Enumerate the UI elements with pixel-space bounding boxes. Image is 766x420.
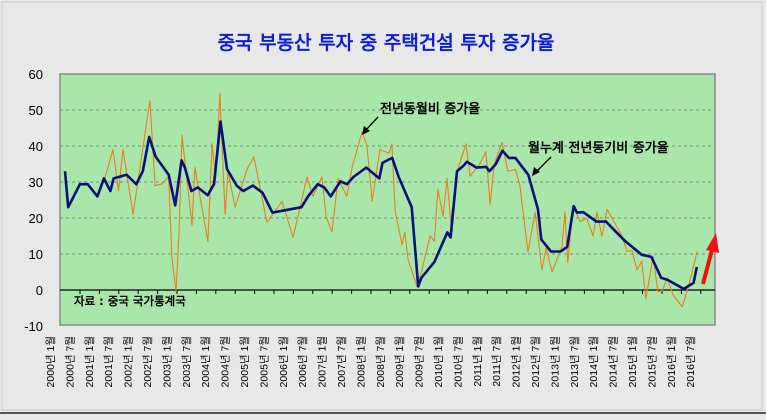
- x-tick-label: 2009년 1월: [394, 336, 406, 387]
- y-tick-label: 30: [29, 175, 43, 190]
- trend-arrow-shaft: [701, 245, 715, 285]
- x-tick-label: 2000년 7월: [64, 336, 76, 387]
- y-tick-label: 20: [29, 211, 43, 226]
- y-tick-label: 40: [29, 139, 43, 154]
- x-tick-label: 2010년 1월: [433, 336, 445, 387]
- x-tick-label: 2005년 1월: [239, 336, 251, 387]
- x-tick-label: 2016년 1월: [666, 336, 678, 387]
- x-tick-label: 2002년 7월: [142, 336, 154, 387]
- x-tick-label: 2012년 1월: [511, 336, 523, 387]
- x-tick-label: 2003년 1월: [161, 336, 173, 387]
- x-tick-label: 2004년 7월: [220, 336, 232, 387]
- x-tick-label: 2015년 1월: [627, 336, 639, 387]
- series-lines: [63, 92, 699, 308]
- series-cumulative-yoy-line: [63, 120, 699, 291]
- series-monthly-yoy-line: [104, 92, 698, 308]
- y-tick-label: 10: [29, 247, 43, 262]
- x-tick-label: 2013년 7월: [569, 336, 581, 387]
- x-tick-label: 2014년 7월: [608, 336, 620, 387]
- x-tick-label: 2008년 1월: [355, 336, 367, 387]
- y-tick-label: 0: [36, 283, 43, 298]
- annotation-monthly: 전년동월비 증가율: [380, 101, 480, 117]
- x-tick-label: 2009년 7월: [414, 336, 426, 387]
- x-tick-label: 2011년 1월: [472, 336, 484, 387]
- annotation-cumulative: 월누계 전년동기비 증가율: [528, 140, 669, 156]
- x-tick-label: 2010년 7월: [452, 336, 464, 387]
- x-tick-label: 2006년 7월: [297, 336, 309, 387]
- x-tick-label: 2011년 7월: [491, 336, 503, 387]
- x-tick-label: 2007년 7월: [336, 336, 348, 387]
- annotation-monthly-arrowhead: [362, 126, 370, 135]
- y-tick-label: -10: [24, 319, 43, 334]
- chart-title: 중국 부동산 투자 중 주택건설 투자 증가율: [218, 32, 555, 54]
- x-tick-label: 2005년 7월: [258, 336, 270, 387]
- x-tick-label: 2006년 1월: [278, 336, 290, 387]
- x-tick-label: 2013년 1월: [549, 336, 561, 387]
- annotation-cumulative-arrow: [535, 156, 552, 173]
- x-tick-label: 2001년 7월: [103, 336, 115, 387]
- x-tick-label: 2015년 7월: [646, 336, 658, 387]
- x-tick-label: 2001년 1월: [84, 336, 96, 387]
- annotation-cumulative-arrowhead: [532, 167, 540, 176]
- x-tick-label: 2003년 7월: [181, 336, 193, 387]
- x-tick-label: 2016년 7월: [685, 336, 697, 387]
- x-tick-label: 2000년 1월: [45, 336, 57, 387]
- x-tick-label: 2002년 1월: [123, 336, 135, 387]
- source-note: 자료 : 중국 국가통계국: [74, 294, 186, 308]
- x-tick-label: 2004년 1월: [200, 336, 212, 387]
- chart-frame: [1, 1, 763, 411]
- y-tick-label: 60: [29, 67, 43, 82]
- y-axis-ticks: 60 50 40 30 20 10 0 -10: [24, 67, 43, 334]
- x-tick-label: 2007년 1월: [317, 336, 329, 387]
- x-axis-ticks: 2000년 1월 2000년 7월 2001년 1월 2001년 7월 2002년 1월…: [45, 290, 702, 387]
- x-tick-label: 2008년 7월: [375, 336, 387, 387]
- x-tick-label: 2012년 7월: [530, 336, 542, 387]
- x-tick-label: 2014년 1월: [588, 336, 600, 387]
- trend-arrow-head: [706, 233, 719, 253]
- y-tick-label: 50: [29, 103, 43, 118]
